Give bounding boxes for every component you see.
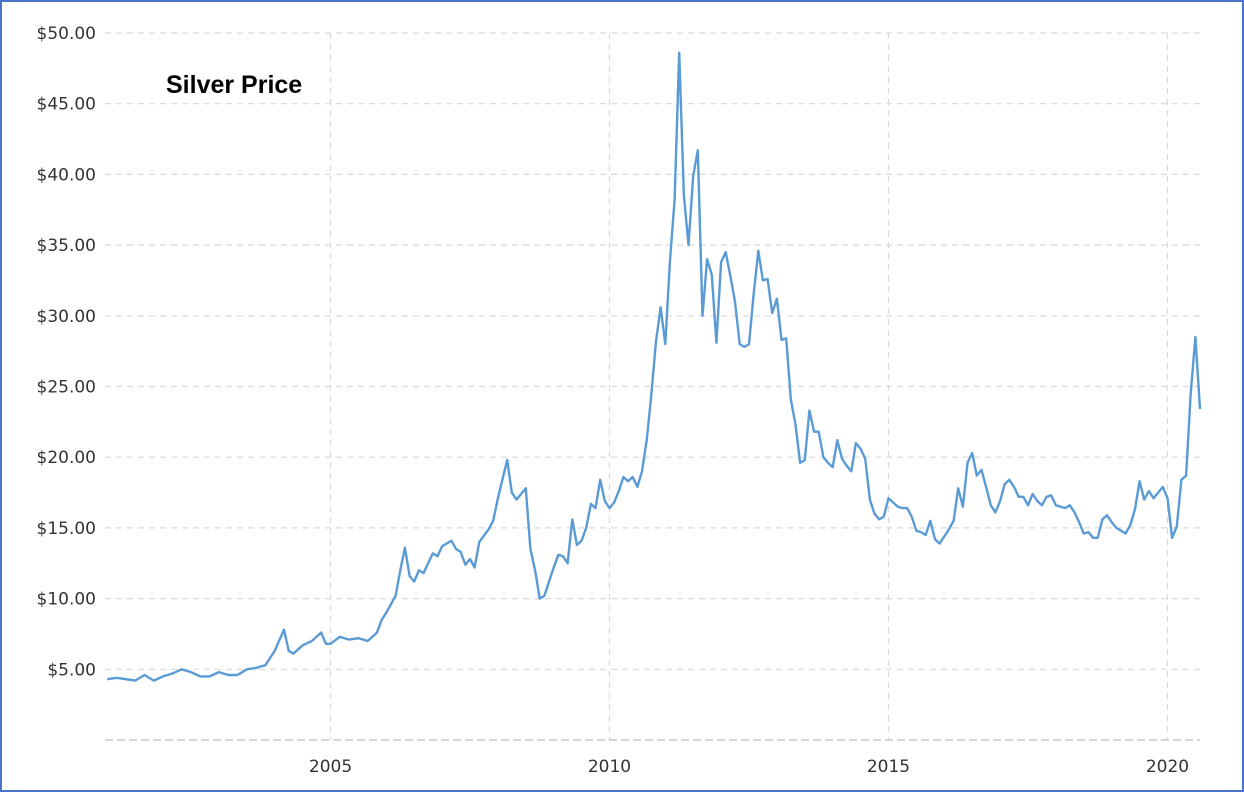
y-tick-label: $10.00 [37,590,96,610]
y-tick-label: $15.00 [37,519,96,539]
y-gridlines [105,32,1200,670]
silver-price-line [107,51,1202,682]
y-tick-label: $5.00 [47,660,96,680]
x-tick-label: 2010 [588,757,631,777]
y-tick-label: $25.00 [37,378,96,398]
y-tick-label: $40.00 [37,165,96,185]
x-tick-label: 2015 [867,757,910,777]
x-tick-labels: 2005 2010 2015 2020 [309,757,1189,777]
y-tick-label: $45.00 [37,95,96,115]
chart-title: Silver Price [166,71,302,99]
y-tick-label: $50.00 [37,24,96,44]
y-tick-label: $20.00 [37,448,96,468]
x-tick-label: 2020 [1146,757,1189,777]
x-tick-label: 2005 [309,757,352,777]
y-tick-labels: $5.00 $10.00 $15.00 $20.00 $25.00 $30.00 $35.0… [37,24,96,680]
y-tick-label: $35.00 [37,236,96,256]
y-tick-label: $30.00 [37,307,96,327]
x-gridlines [329,33,1169,740]
